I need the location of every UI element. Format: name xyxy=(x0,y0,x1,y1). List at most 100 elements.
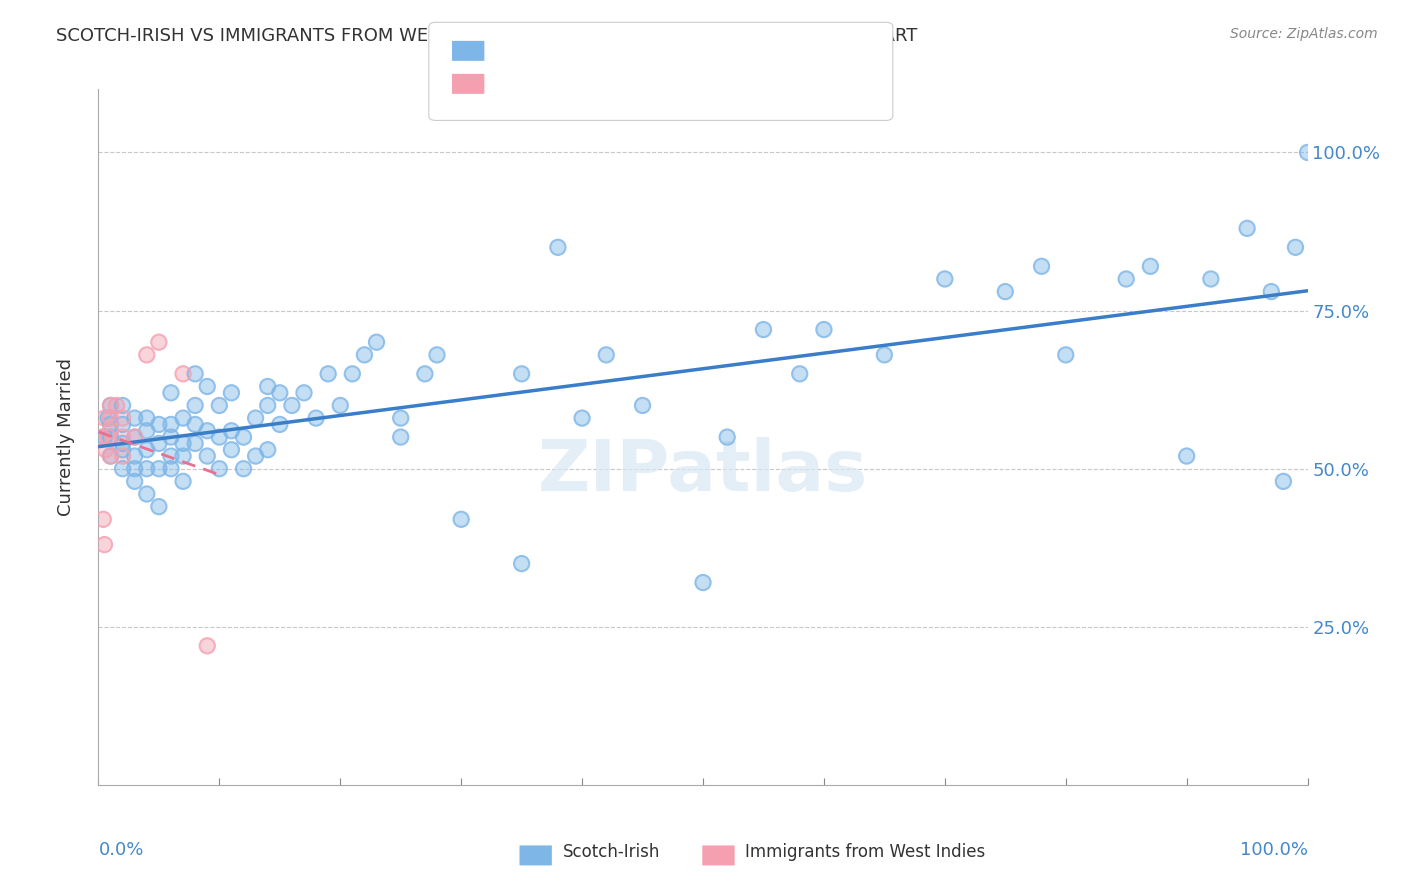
Point xyxy=(389,430,412,444)
Point xyxy=(692,575,714,590)
Point xyxy=(389,411,412,425)
Point xyxy=(135,461,157,475)
Point xyxy=(111,442,134,457)
Point xyxy=(184,367,207,381)
Point xyxy=(1115,272,1137,286)
Point xyxy=(135,424,157,438)
Point xyxy=(232,430,254,444)
Point xyxy=(124,475,146,489)
Point xyxy=(111,430,134,444)
Point xyxy=(97,411,120,425)
Point xyxy=(148,417,170,432)
Point xyxy=(692,575,714,590)
Point xyxy=(148,417,170,432)
Point xyxy=(256,442,278,457)
Point xyxy=(111,436,134,450)
Point xyxy=(111,449,134,463)
Point xyxy=(111,399,134,413)
Point xyxy=(208,461,231,475)
Point xyxy=(342,367,364,381)
Point xyxy=(1175,449,1198,463)
Point xyxy=(232,461,254,475)
Point xyxy=(1139,260,1161,274)
Point xyxy=(256,379,278,393)
Point xyxy=(994,285,1017,299)
Point xyxy=(547,240,569,254)
Point xyxy=(135,411,157,425)
Point xyxy=(195,449,218,463)
Y-axis label: Currently Married: Currently Married xyxy=(56,358,75,516)
Point xyxy=(208,430,231,444)
Point xyxy=(100,417,122,432)
Point xyxy=(281,399,304,413)
Point xyxy=(111,411,134,425)
Point xyxy=(195,379,218,393)
Point xyxy=(172,436,194,450)
Point xyxy=(934,272,956,286)
Point xyxy=(184,367,207,381)
Point xyxy=(124,430,146,444)
Point xyxy=(91,430,114,444)
Point xyxy=(94,442,117,457)
Point xyxy=(752,322,775,336)
Point xyxy=(93,411,115,425)
Point xyxy=(316,367,339,381)
Point xyxy=(256,442,278,457)
Point xyxy=(124,461,146,475)
Point xyxy=(195,639,218,653)
Text: 0.640: 0.640 xyxy=(541,78,598,96)
Point xyxy=(160,385,183,400)
Point xyxy=(813,322,835,336)
Point xyxy=(148,500,170,514)
Point xyxy=(221,385,243,400)
Point xyxy=(111,430,134,444)
Point xyxy=(631,399,654,413)
Point xyxy=(184,417,207,432)
Text: R =: R = xyxy=(492,45,531,62)
Point xyxy=(413,367,436,381)
Point xyxy=(135,424,157,438)
Point xyxy=(111,461,134,475)
Point xyxy=(256,379,278,393)
Point xyxy=(100,449,122,463)
Point xyxy=(1054,348,1077,362)
Text: 19: 19 xyxy=(668,78,693,96)
Point xyxy=(269,385,291,400)
Point xyxy=(232,430,254,444)
Point xyxy=(1296,145,1319,160)
Point xyxy=(160,430,183,444)
Point xyxy=(329,399,352,413)
Point xyxy=(184,417,207,432)
Point xyxy=(256,399,278,413)
Point xyxy=(208,430,231,444)
Point xyxy=(426,348,449,362)
Point xyxy=(873,348,896,362)
Point xyxy=(135,442,157,457)
Point xyxy=(353,348,375,362)
Point xyxy=(1199,272,1222,286)
Point xyxy=(269,417,291,432)
Point xyxy=(208,399,231,413)
Point xyxy=(100,399,122,413)
Text: Immigrants from West Indies: Immigrants from West Indies xyxy=(745,843,986,861)
Point xyxy=(148,461,170,475)
Point xyxy=(571,411,593,425)
Point xyxy=(148,335,170,350)
Point xyxy=(172,367,194,381)
Point xyxy=(1272,475,1295,489)
Point xyxy=(135,348,157,362)
Point xyxy=(93,430,115,444)
Point xyxy=(510,367,533,381)
Point xyxy=(135,442,157,457)
Point xyxy=(994,285,1017,299)
Point xyxy=(305,411,328,425)
Point xyxy=(148,500,170,514)
Point xyxy=(111,417,134,432)
Point xyxy=(450,512,472,526)
Point xyxy=(1260,285,1282,299)
Point xyxy=(160,449,183,463)
Point xyxy=(221,442,243,457)
Point xyxy=(111,417,134,432)
Point xyxy=(195,424,218,438)
Point xyxy=(245,449,267,463)
